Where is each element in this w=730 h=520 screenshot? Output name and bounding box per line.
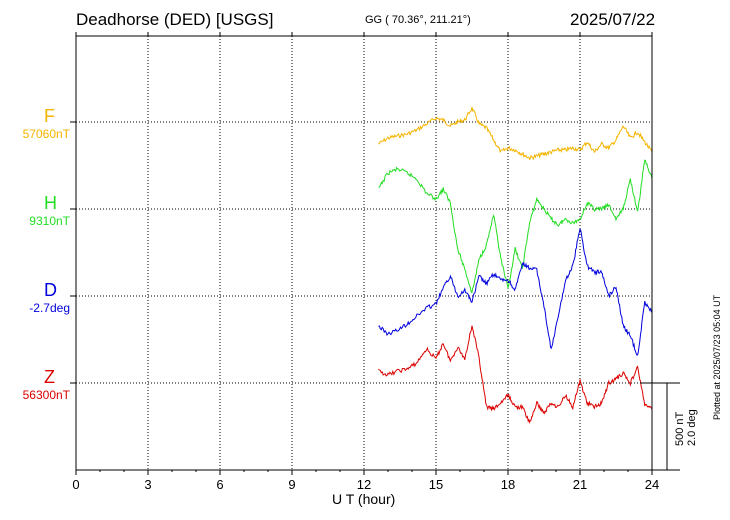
component-baseline-d: -2.7deg [29,301,70,315]
grid-lines [147,36,581,470]
component-baseline-z: 56300nT [22,388,70,402]
series-line-f [378,106,653,161]
x-tick-label: 0 [72,477,79,492]
scale-label-deg: 2.0 deg [686,409,698,446]
component-label-z: Z [44,367,55,387]
x-axis-tick-labels: 0 3 6 9 12 15 18 21 24 [72,477,659,492]
component-baseline-h: 9310nT [29,214,70,228]
series-line-z [378,325,653,424]
x-tick-label: 15 [429,477,443,492]
scale-label-nt: 500 nT [674,411,686,446]
component-label-d: D [44,280,57,300]
series-line-d [378,227,653,356]
component-label-f: F [44,106,55,126]
series-line-h [378,159,653,294]
x-tick-label: 12 [357,477,371,492]
x-tick-label: 21 [573,477,587,492]
plot-date: 2025/07/22 [570,10,656,29]
x-tick-label: 24 [645,477,659,492]
x-tick-label: 3 [144,477,151,492]
x-tick-label: 9 [288,477,295,492]
x-axis-ticks [75,32,653,475]
scale-bar [640,382,680,471]
x-axis-title: U T (hour) [332,491,396,507]
component-baseline-f: 57060nT [22,127,70,141]
x-tick-label: 18 [501,477,515,492]
plotted-timestamp: Plotted at 2025/07/23 05:04 UT [712,294,722,420]
station-title: Deadhorse (DED) [USGS] [76,10,274,29]
station-coordinates: GG ( 70.36°, 211.21°) [365,14,471,26]
series-lines [378,106,653,424]
x-tick-label: 6 [216,477,223,492]
baseline-lines [70,121,652,384]
component-label-h: H [44,193,57,213]
